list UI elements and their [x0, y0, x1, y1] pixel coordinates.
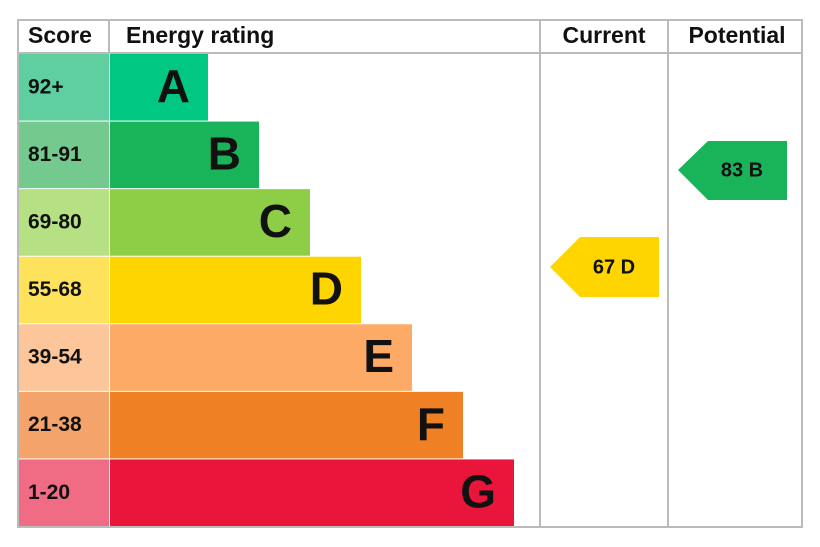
score-range: 92+ [28, 75, 64, 98]
score-range: 55-68 [28, 278, 82, 301]
score-cell [19, 391, 109, 459]
score-cell [19, 54, 109, 121]
rating-bar [110, 256, 361, 324]
score-range: 1-20 [28, 481, 70, 504]
rating-bar [110, 391, 463, 459]
score-cell [19, 256, 109, 324]
rating-bar [110, 189, 310, 256]
rating-letter: A [157, 60, 190, 112]
header-rating: Energy rating [126, 22, 274, 48]
current-label: 67 D [593, 256, 635, 278]
potential-label: 83 B [721, 159, 763, 181]
rating-letter: F [417, 398, 445, 450]
score-range: 69-80 [28, 210, 82, 233]
rating-letter: B [208, 128, 241, 180]
rating-bar [110, 54, 208, 121]
score-range: 81-91 [28, 143, 82, 166]
score-cell [19, 189, 109, 256]
score-cell [19, 121, 109, 189]
rating-letter: C [259, 195, 292, 247]
rating-letter: D [310, 263, 343, 315]
bands: 92+ A 81-91 B 69-80 C 55-68 D 39-54 E 21-38 F 1-20 G [19, 54, 514, 526]
score-cell [19, 324, 109, 391]
rating-letter: G [460, 465, 496, 517]
score-cell [19, 459, 109, 526]
header-potential: Potential [688, 22, 785, 48]
current-arrow [550, 237, 659, 297]
rating-bar [110, 459, 514, 526]
rating-bar [110, 324, 412, 391]
score-range: 39-54 [28, 346, 82, 369]
frame [17, 19, 803, 528]
rating-bar [110, 121, 259, 189]
potential-arrow [678, 141, 787, 200]
rating-letter: E [363, 330, 394, 382]
score-range: 21-38 [28, 413, 82, 436]
header-current: Current [562, 22, 645, 48]
header-score: Score [28, 22, 92, 48]
